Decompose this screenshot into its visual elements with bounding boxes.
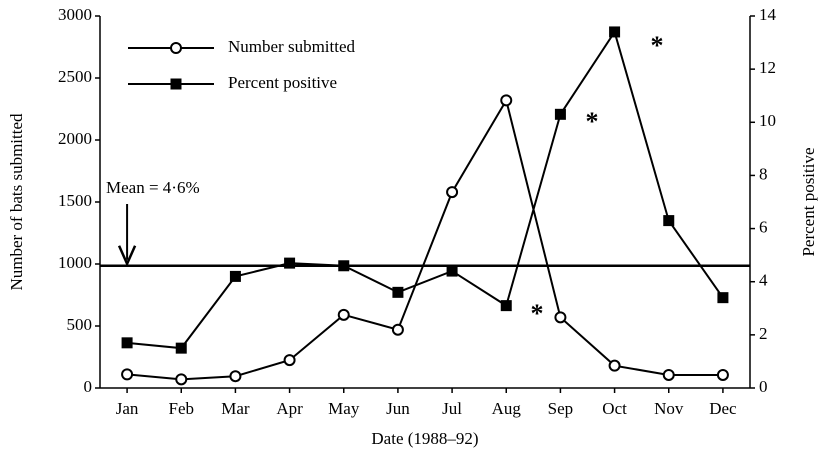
series-marker bbox=[121, 337, 133, 349]
series-marker bbox=[662, 368, 675, 381]
x-tick-label: Mar bbox=[221, 399, 250, 418]
series-line bbox=[126, 29, 724, 350]
y2-tick-label: 2 bbox=[759, 324, 768, 343]
y-tick-label: 0 bbox=[84, 377, 93, 396]
x-tick-label: Oct bbox=[602, 399, 627, 418]
series-marker bbox=[717, 292, 729, 304]
x-tick-label: Feb bbox=[169, 399, 195, 418]
series-marker bbox=[716, 368, 729, 381]
series-marker bbox=[554, 311, 567, 324]
annotation: * bbox=[651, 31, 664, 60]
y2-axis-label: Percent positive bbox=[799, 147, 818, 256]
legend-label: Percent positive bbox=[228, 73, 337, 92]
series-marker bbox=[663, 215, 675, 227]
y-axis-label: Number of bats submitted bbox=[7, 113, 26, 291]
y-tick-label: 1000 bbox=[58, 253, 92, 272]
y2-tick-label: 8 bbox=[759, 164, 768, 183]
y2-tick-label: 6 bbox=[759, 217, 768, 236]
series-marker bbox=[284, 257, 296, 269]
x-tick-label: Aug bbox=[492, 399, 522, 418]
series-marker bbox=[391, 323, 404, 336]
series-marker bbox=[608, 359, 621, 372]
series-marker bbox=[121, 368, 134, 381]
x-axis-label: Date (1988–92) bbox=[371, 429, 478, 448]
series-marker bbox=[446, 186, 459, 199]
y-tick-label: 2500 bbox=[58, 67, 92, 86]
x-tick-label: Jun bbox=[386, 399, 410, 418]
annotation: * bbox=[531, 299, 544, 328]
series-marker bbox=[229, 370, 242, 383]
series-marker bbox=[609, 26, 621, 38]
y-tick-label: 500 bbox=[67, 315, 93, 334]
y2-tick-label: 14 bbox=[759, 5, 777, 24]
series-marker bbox=[500, 300, 512, 312]
x-tick-label: Sep bbox=[548, 399, 574, 418]
series-marker bbox=[554, 108, 566, 120]
x-tick-label: Apr bbox=[276, 399, 303, 418]
series-marker bbox=[500, 94, 513, 107]
series-marker bbox=[283, 354, 296, 367]
y-tick-label: 3000 bbox=[58, 5, 92, 24]
x-tick-label: Jul bbox=[442, 399, 462, 418]
x-tick-label: Nov bbox=[654, 399, 684, 418]
series-marker bbox=[392, 286, 404, 298]
series-marker bbox=[175, 373, 188, 386]
y2-tick-label: 4 bbox=[759, 271, 768, 290]
reference-label: Mean = 4·6% bbox=[106, 178, 200, 197]
series-marker bbox=[337, 308, 350, 321]
legend-marker bbox=[170, 78, 182, 90]
y-tick-label: 2000 bbox=[58, 129, 92, 148]
y2-tick-label: 0 bbox=[759, 377, 768, 396]
legend-label: Number submitted bbox=[228, 37, 356, 56]
x-tick-label: Dec bbox=[709, 399, 737, 418]
series-marker bbox=[338, 260, 350, 272]
annotation: * bbox=[586, 107, 599, 136]
series-marker bbox=[446, 265, 458, 277]
series-marker bbox=[229, 270, 241, 282]
y2-tick-label: 10 bbox=[759, 111, 776, 130]
y-tick-label: 1500 bbox=[58, 191, 92, 210]
y2-tick-label: 12 bbox=[759, 58, 776, 77]
x-tick-label: Jan bbox=[116, 399, 139, 418]
series-line bbox=[126, 97, 723, 381]
legend-marker bbox=[170, 42, 182, 54]
series-marker bbox=[175, 342, 187, 354]
reference-arrowhead bbox=[117, 245, 137, 267]
x-tick-label: May bbox=[328, 399, 360, 418]
